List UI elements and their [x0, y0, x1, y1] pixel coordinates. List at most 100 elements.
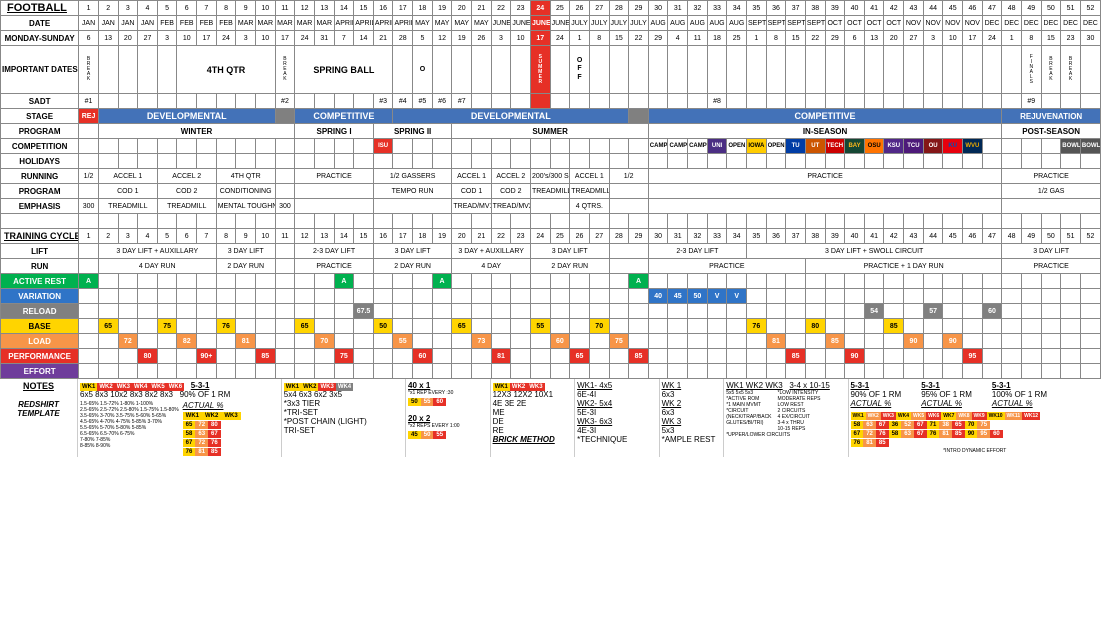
month-cell: JUNE [530, 16, 550, 31]
day-cell: 17 [530, 31, 550, 46]
week-27: 27 [589, 1, 609, 16]
week-6: 6 [177, 1, 197, 16]
load-13: 70 [314, 334, 334, 349]
month-cell: JULY [589, 16, 609, 31]
month-cell: SEPT [805, 16, 825, 31]
week-22: 22 [491, 1, 511, 16]
day-cell: 3 [236, 31, 256, 46]
week-8: 8 [216, 1, 236, 16]
week-24: 24 [530, 1, 550, 16]
day-cell: 22 [629, 31, 649, 46]
reload-15: 67.5 [354, 304, 374, 319]
week-4: 4 [138, 1, 158, 16]
base-20: 65 [452, 319, 472, 334]
reload-44: 57 [923, 304, 943, 319]
day-cell: 15 [1041, 31, 1061, 46]
day-cell: 25 [727, 31, 747, 46]
row-label: PROGRAM [1, 184, 79, 199]
row-label: TRAINING CYCLES [1, 229, 79, 244]
comp-TU: TU [786, 139, 806, 154]
performance-40: 90 [845, 349, 865, 364]
week-50: 50 [1041, 1, 1061, 16]
day-cell: 8 [589, 31, 609, 46]
day-cell: 8 [766, 31, 786, 46]
week-10: 10 [255, 1, 275, 16]
row-label: EMPHASIS [1, 199, 79, 214]
performance-7: 90+ [197, 349, 217, 364]
month-cell: AUG [688, 16, 708, 31]
week-44: 44 [923, 1, 943, 16]
month-cell: SEPT [766, 16, 786, 31]
performance-14: 75 [334, 349, 354, 364]
comp-CAMP: CAMP [668, 139, 688, 154]
day-cell: 17 [963, 31, 983, 46]
month-cell: FEB [177, 16, 197, 31]
comp-WVU: WVU [963, 139, 983, 154]
program-cell: SUMMER [452, 124, 648, 139]
week-1: 1 [79, 1, 99, 16]
week-2: 2 [98, 1, 118, 16]
comp-OU: OU [923, 139, 943, 154]
day-cell: 17 [197, 31, 217, 46]
comp-CAMP: CAMP [648, 139, 668, 154]
month-cell: JAN [138, 16, 158, 31]
week-12: 12 [295, 1, 315, 16]
day-cell: 13 [98, 31, 118, 46]
month-cell: FEB [197, 16, 217, 31]
month-cell: MAR [255, 16, 275, 31]
month-cell: JAN [98, 16, 118, 31]
variation-31: 45 [668, 289, 688, 304]
month-cell: DEC [1041, 16, 1061, 31]
row-label: IMPORTANT DATES [1, 46, 79, 94]
performance-18: 60 [413, 349, 433, 364]
month-cell: JAN [118, 16, 138, 31]
day-cell: 10 [943, 31, 963, 46]
week-36: 36 [766, 1, 786, 16]
variation-32: 50 [688, 289, 708, 304]
comp-TCU: TCU [904, 139, 924, 154]
variation-30: 40 [648, 289, 668, 304]
performance-4: 80 [138, 349, 158, 364]
row-label: FOOTBALL [1, 1, 79, 16]
month-cell: MAR [314, 16, 334, 31]
day-cell: 1 [1002, 31, 1022, 46]
comp-BOWL: BOWL [1061, 139, 1081, 154]
day-cell: 29 [825, 31, 845, 46]
month-cell: DEC [1061, 16, 1081, 31]
day-cell: 15 [786, 31, 806, 46]
day-cell: 30 [1080, 31, 1100, 46]
week-29: 29 [629, 1, 649, 16]
stage-cell: COMPETITIVE [295, 109, 393, 124]
week-35: 35 [747, 1, 767, 16]
base-5: 75 [157, 319, 177, 334]
day-cell: 28 [393, 31, 413, 46]
reload-47: 60 [982, 304, 1002, 319]
base-42: 85 [884, 319, 904, 334]
month-cell: JULY [609, 16, 629, 31]
week-46: 46 [963, 1, 983, 16]
day-cell: 17 [275, 31, 295, 46]
row-label: DATE [1, 16, 79, 31]
stage-cell [629, 109, 649, 124]
week-30: 30 [648, 1, 668, 16]
month-cell: AUG [668, 16, 688, 31]
row-label: RELOAD [1, 304, 79, 319]
row-label: HOLIDAYS [1, 154, 79, 169]
week-51: 51 [1061, 1, 1081, 16]
program-cell [79, 124, 99, 139]
row-label [1, 214, 79, 229]
base-27: 70 [589, 319, 609, 334]
week-52: 52 [1080, 1, 1100, 16]
month-cell: AUG [707, 16, 727, 31]
active_rest-19: A [432, 274, 452, 289]
month-cell: MAY [472, 16, 492, 31]
week-19: 19 [432, 1, 452, 16]
month-cell: APRIL [334, 16, 354, 31]
load-21: 73 [472, 334, 492, 349]
week-48: 48 [1002, 1, 1022, 16]
day-cell: 24 [982, 31, 1002, 46]
week-26: 26 [570, 1, 590, 16]
month-cell: OCT [825, 16, 845, 31]
week-23: 23 [511, 1, 531, 16]
week-33: 33 [707, 1, 727, 16]
